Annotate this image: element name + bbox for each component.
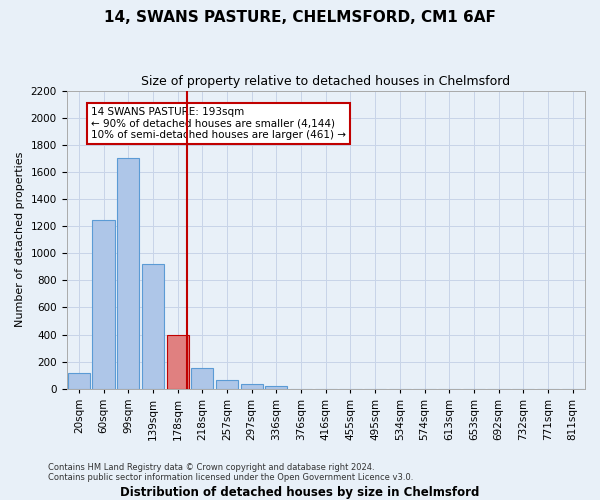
Text: 14, SWANS PASTURE, CHELMSFORD, CM1 6AF: 14, SWANS PASTURE, CHELMSFORD, CM1 6AF [104, 10, 496, 25]
Bar [142, 264, 164, 389]
Bar [68, 372, 90, 389]
Text: Contains public sector information licensed under the Open Government Licence v3: Contains public sector information licen… [48, 474, 413, 482]
Bar [117, 158, 139, 389]
Bar [191, 368, 214, 389]
Bar [167, 334, 189, 389]
Bar [216, 380, 238, 389]
Text: Distribution of detached houses by size in Chelmsford: Distribution of detached houses by size … [121, 486, 479, 499]
Bar [92, 220, 115, 389]
Title: Size of property relative to detached houses in Chelmsford: Size of property relative to detached ho… [141, 75, 511, 88]
Text: 14 SWANS PASTURE: 193sqm
← 90% of detached houses are smaller (4,144)
10% of sem: 14 SWANS PASTURE: 193sqm ← 90% of detach… [91, 107, 346, 140]
Y-axis label: Number of detached properties: Number of detached properties [15, 152, 25, 328]
Text: Contains HM Land Registry data © Crown copyright and database right 2024.: Contains HM Land Registry data © Crown c… [48, 464, 374, 472]
Bar [265, 386, 287, 389]
Bar [241, 384, 263, 389]
